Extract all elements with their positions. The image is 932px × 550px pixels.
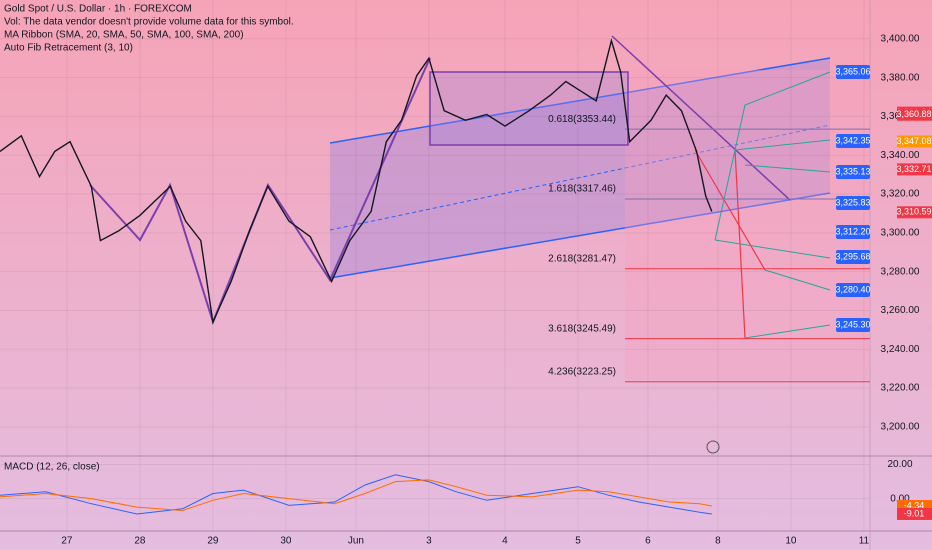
x-tick-label: 28 (134, 536, 146, 547)
x-tick-label: 27 (61, 536, 73, 547)
channel-lower (329, 192, 831, 279)
annotation-label: 3,295.68 (835, 251, 870, 261)
event-icon[interactable] (706, 440, 720, 454)
x-tick-label: 5 (575, 536, 581, 547)
y-tick-label: 3,320.00 (881, 189, 920, 200)
price-tag-label: 3,332.71 (896, 164, 931, 174)
annotation-label: 3,325.83 (835, 197, 870, 207)
y-tick-label: 20.00 (887, 459, 912, 470)
channel-upper (329, 57, 831, 144)
fib-label: 2.618(3281.47) (548, 253, 616, 264)
projection-path (744, 324, 831, 339)
annotation-box (836, 225, 870, 239)
x-tick-label: 10 (785, 536, 797, 547)
subtitle: Auto Fib Retracement (3, 10) (4, 43, 133, 54)
x-tick-label: 6 (645, 536, 651, 547)
annotation-label: 3,312.20 (835, 226, 870, 236)
y-tick-label: 3,280.00 (881, 266, 920, 277)
annotation-box (836, 250, 870, 264)
fib-label: 3.618(3245.49) (548, 323, 616, 334)
y-tick-label: 3,400.00 (881, 33, 920, 44)
channel-mid (329, 124, 831, 231)
title: Gold Spot / U.S. Dollar · 1h · FOREXCOM (4, 4, 192, 15)
annotation-label: 3,245.30 (835, 319, 870, 329)
fib-zone (625, 70, 870, 380)
y-tick-label: 3,300.00 (881, 227, 920, 238)
y-tick-label: 3,240.00 (881, 344, 920, 355)
price-line (0, 38, 713, 325)
price-tag (897, 163, 932, 176)
annotation-box (836, 134, 870, 148)
projection-path (734, 139, 831, 151)
annotation-box (836, 65, 870, 79)
price-tag-label: 3,347.08 (896, 136, 931, 146)
price-tag-label: -4.34 (904, 500, 925, 510)
price-tag (897, 108, 932, 121)
trend-line (611, 35, 791, 201)
subtitle: MA Ribbon (SMA, 20, SMA, 50, SMA, 100, S… (4, 30, 244, 41)
annotation-label: 3,280.40 (835, 284, 870, 294)
price-line (0, 479, 712, 512)
price-tag-label: 3,310.59 (896, 207, 931, 217)
subtitle: Vol: The data vendor doesn't provide vol… (4, 17, 294, 28)
y-tick-label: 3,220.00 (881, 383, 920, 394)
price-tag-label: -9.01 (904, 508, 925, 518)
projection-path (764, 269, 831, 291)
x-tick-label: 11 (859, 536, 870, 547)
price-tag-label: 3,360.88 (896, 109, 931, 119)
projection-path (714, 71, 831, 241)
price-tag (897, 135, 932, 148)
price-tag (897, 507, 932, 520)
x-tick-label: 29 (207, 536, 219, 547)
fib-label: 1.618(3317.46) (548, 184, 616, 195)
fib-label: 0.618(3353.44) (548, 114, 616, 125)
price-line (0, 474, 712, 515)
y-tick-label: 3,340.00 (881, 150, 920, 161)
annotation-box (836, 283, 870, 297)
y-tick-label: 3,380.00 (881, 72, 920, 83)
projection-arrow (694, 149, 766, 271)
projection-path (714, 239, 831, 259)
x-tick-label: 4 (502, 536, 508, 547)
projection-path (744, 164, 831, 173)
fib-label: 4.236(3223.25) (548, 366, 616, 377)
x-tick-label: 8 (715, 536, 721, 547)
annotation-label: 3,365.06 (835, 66, 870, 76)
price-tag (897, 206, 932, 219)
y-tick-label: 0.00 (890, 493, 910, 504)
x-tick-label: 30 (280, 536, 292, 547)
x-tick-label: Jun (348, 536, 364, 547)
annotation-label: 3,335.13 (835, 166, 870, 176)
annotation-box (836, 165, 870, 179)
y-tick-label: 3,260.00 (881, 305, 920, 316)
channel-fill (330, 58, 830, 278)
x-tick-label: 3 (426, 536, 432, 547)
annotation-box (836, 318, 870, 332)
annotation-box (836, 196, 870, 210)
y-tick-label: 3,200.00 (881, 422, 920, 433)
macd-title: MACD (12, 26, close) (4, 462, 100, 473)
range-box (429, 71, 629, 146)
annotation-label: 3,342.35 (835, 135, 870, 145)
